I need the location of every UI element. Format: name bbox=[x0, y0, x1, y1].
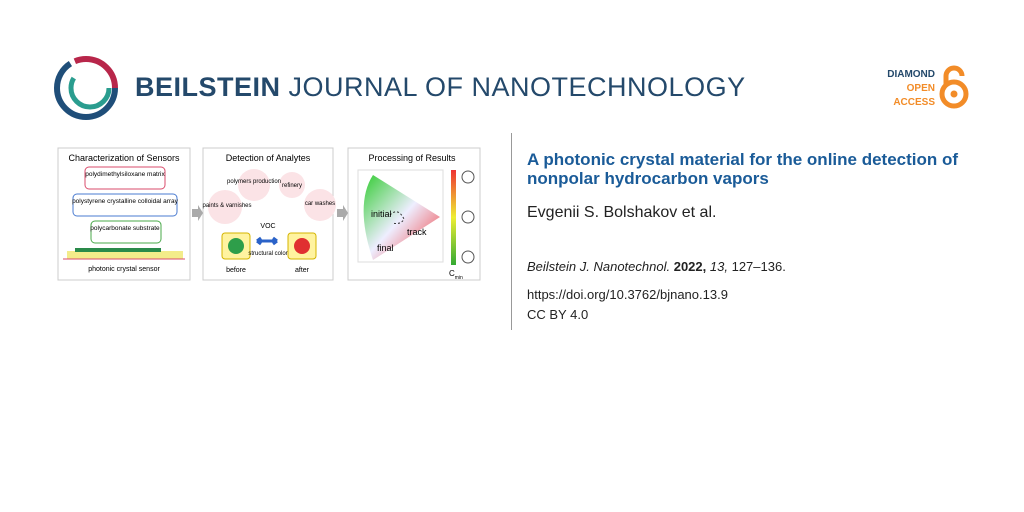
lock-dot bbox=[950, 90, 958, 98]
lock-shackle bbox=[943, 65, 965, 84]
color-dot bbox=[294, 238, 310, 254]
label: car washes bbox=[305, 201, 335, 207]
badge-text: DIAMOND bbox=[887, 69, 935, 80]
bubble bbox=[208, 190, 242, 224]
label: polydimethylsiloxane matrix bbox=[85, 171, 165, 178]
label: refinery bbox=[282, 183, 302, 189]
label: photonic crystal sensor bbox=[88, 266, 160, 273]
panel-title: Detection of Analytes bbox=[226, 153, 311, 163]
logo-ring bbox=[68, 66, 112, 110]
lock-icon bbox=[939, 65, 969, 109]
bubble bbox=[304, 189, 336, 221]
label: polymers production bbox=[227, 179, 281, 185]
logo-ring bbox=[54, 56, 118, 120]
citation-year: 2022, bbox=[673, 259, 707, 274]
badge-text: OPEN bbox=[906, 83, 935, 94]
gamut bbox=[363, 175, 440, 260]
label: paints & varnishes bbox=[202, 203, 251, 209]
badge: DIAMOND OPEN ACCESS bbox=[860, 68, 935, 110]
face bbox=[461, 210, 475, 224]
brand: BEILSTEIN bbox=[135, 72, 281, 102]
label: polystyrene crystalline colloidal array bbox=[72, 198, 179, 205]
article-title: A photonic crystal material for the onli… bbox=[527, 150, 959, 188]
plot-frame bbox=[357, 169, 444, 263]
label: VOC bbox=[260, 223, 275, 230]
citation-pages: 127–136. bbox=[731, 259, 786, 274]
color-dot bbox=[228, 238, 244, 254]
face bbox=[461, 170, 475, 184]
citation-volume: 13, bbox=[709, 259, 728, 274]
graphical-abstract: Characterization of Sensors polydimethyl… bbox=[57, 147, 481, 281]
divider bbox=[511, 133, 512, 330]
logo bbox=[54, 56, 118, 120]
track-line bbox=[389, 211, 405, 224]
journal: JOURNAL OF NANOTECHNOLOGY bbox=[288, 72, 746, 102]
label: track bbox=[407, 227, 427, 237]
license: CC BY 4.0 bbox=[527, 307, 589, 322]
cmin-base: C bbox=[449, 269, 455, 278]
authors: Evgenii S. Bolshakov et al. bbox=[527, 204, 717, 221]
label-box bbox=[84, 166, 166, 190]
substrate bbox=[67, 251, 183, 259]
label: after bbox=[295, 267, 310, 274]
label: polycarbonate substrate bbox=[90, 225, 160, 232]
cmin-sub: min bbox=[455, 275, 463, 281]
label-box bbox=[90, 220, 162, 244]
bubble bbox=[279, 172, 305, 198]
label: before bbox=[226, 267, 246, 274]
swap-arrow bbox=[256, 236, 278, 246]
label: initial bbox=[371, 209, 392, 219]
label: structural color bbox=[248, 251, 287, 257]
lock-body bbox=[939, 79, 969, 109]
panel-title: Characterization of Sensors bbox=[68, 153, 180, 163]
label-box bbox=[72, 193, 178, 217]
color-scale bbox=[451, 170, 456, 265]
cmin: Cmin bbox=[449, 269, 463, 281]
bubble bbox=[238, 169, 270, 201]
panel-title: Processing of Results bbox=[368, 153, 456, 163]
crystal bbox=[75, 248, 161, 252]
masthead: BEILSTEIN JOURNAL OF NANOTECHNOLOGY bbox=[135, 72, 746, 103]
citation: Beilstein J. Nanotechnol. 2022, 13, 127–… bbox=[527, 259, 786, 274]
badge-text: ACCESS bbox=[893, 97, 935, 108]
face bbox=[461, 250, 475, 264]
doi: https://doi.org/10.3762/bjnano.13.9 bbox=[527, 287, 728, 302]
label: final bbox=[377, 243, 394, 253]
citation-journal: Beilstein J. Nanotechnol. bbox=[527, 259, 671, 274]
